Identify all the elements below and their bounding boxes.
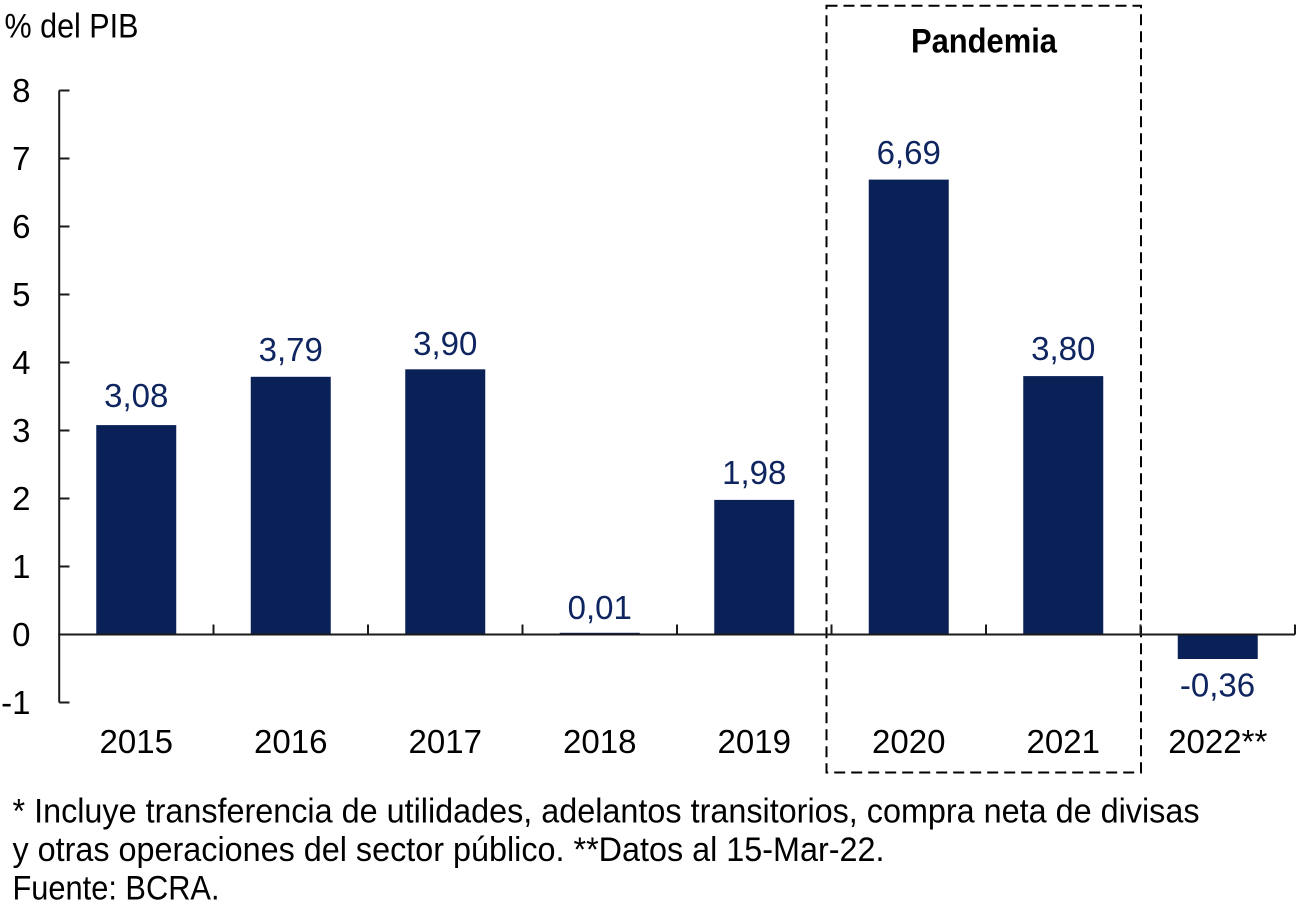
svg-text:6,69: 6,69 xyxy=(877,134,941,171)
svg-text:2017: 2017 xyxy=(409,723,482,760)
svg-text:6: 6 xyxy=(12,208,30,245)
svg-text:0: 0 xyxy=(12,616,30,653)
svg-text:8: 8 xyxy=(12,72,30,109)
svg-text:1: 1 xyxy=(12,548,30,585)
svg-text:2016: 2016 xyxy=(254,723,327,760)
svg-text:2021: 2021 xyxy=(1027,723,1100,760)
svg-text:0,01: 0,01 xyxy=(568,589,632,626)
svg-text:4: 4 xyxy=(12,344,30,381)
svg-text:-0,36: -0,36 xyxy=(1180,667,1255,704)
svg-text:-1: -1 xyxy=(1,684,30,721)
svg-text:* Incluye transferencia de uti: * Incluye transferencia de utilidades, a… xyxy=(13,793,1200,831)
svg-text:3,08: 3,08 xyxy=(104,377,168,414)
svg-text:Fuente: BCRA.: Fuente: BCRA. xyxy=(13,870,220,908)
svg-text:2018: 2018 xyxy=(563,723,636,760)
svg-text:2019: 2019 xyxy=(718,723,791,760)
svg-text:2: 2 xyxy=(12,480,30,517)
svg-text:Pandemia: Pandemia xyxy=(911,22,1058,60)
svg-text:2020: 2020 xyxy=(872,723,945,760)
svg-text:% del PIB: % del PIB xyxy=(5,8,139,46)
svg-text:2015: 2015 xyxy=(100,723,173,760)
svg-text:7: 7 xyxy=(12,140,30,177)
svg-text:3,80: 3,80 xyxy=(1031,330,1095,367)
svg-text:5: 5 xyxy=(12,276,30,313)
svg-text:3,90: 3,90 xyxy=(413,325,477,362)
svg-text:1,98: 1,98 xyxy=(722,454,786,491)
svg-text:y otras operaciones del sector: y otras operaciones del sector público. … xyxy=(13,831,885,869)
svg-text:3,79: 3,79 xyxy=(259,331,323,368)
svg-text:2022**: 2022** xyxy=(1168,723,1267,760)
svg-text:3: 3 xyxy=(12,412,30,449)
